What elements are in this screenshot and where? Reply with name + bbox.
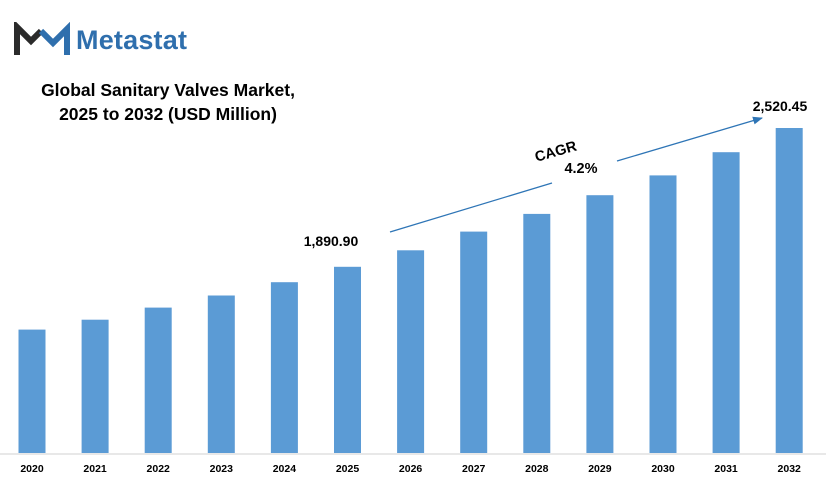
bar-2028 — [523, 213, 551, 453]
start-value-label: 1,890.90 — [304, 233, 359, 249]
end-value-label: 2,520.45 — [753, 98, 808, 114]
chart-title-line-1: Global Sanitary Valves Market, — [41, 80, 295, 100]
bar-2026 — [397, 250, 425, 453]
x-tick-label-2032: 2032 — [778, 463, 802, 475]
x-tick-label-2020: 2020 — [20, 463, 44, 475]
x-tick-label-2028: 2028 — [525, 463, 549, 475]
x-tick-label-2024: 2024 — [273, 463, 297, 475]
x-tick-label-2022: 2022 — [147, 463, 171, 475]
x-axis-tick-labels: 2020 2021 2022 2023 2024 2025 2026 2027 2028 2029… — [20, 463, 801, 475]
x-tick-label-2026: 2026 — [399, 463, 423, 475]
bar-2030 — [649, 175, 677, 453]
chart-title-line-2: 2025 to 2032 (USD Million) — [59, 104, 277, 124]
x-tick-label-2031: 2031 — [714, 463, 738, 475]
x-tick-label-2027: 2027 — [462, 463, 486, 475]
bar-2025 — [334, 266, 361, 453]
cagr-arrow-upper — [616, 116, 763, 162]
bar-series — [18, 128, 803, 453]
bar-2023 — [207, 295, 235, 453]
cagr-value: 4.2% — [564, 161, 597, 177]
bar-2031 — [712, 152, 740, 453]
x-tick-label-2021: 2021 — [83, 463, 107, 475]
bar-2032 — [775, 128, 803, 453]
brand-logo: Metastat — [14, 20, 187, 60]
bar-2020 — [18, 329, 46, 453]
brand-name: Metastat — [76, 24, 188, 55]
metastat-m-logo-icon — [14, 22, 70, 55]
bar-2029 — [586, 195, 614, 453]
chart-title: Global Sanitary Valves Market, 2025 to 2… — [20, 78, 316, 126]
cagr-arrow-lower — [389, 182, 553, 233]
x-tick-label-2029: 2029 — [588, 463, 612, 475]
bar-2024 — [270, 282, 298, 453]
bar-2022 — [144, 307, 172, 453]
bar-2027 — [460, 231, 488, 453]
x-tick-label-2023: 2023 — [210, 463, 234, 475]
bar-2021 — [81, 319, 109, 453]
x-tick-label-2025: 2025 — [336, 463, 360, 475]
x-tick-label-2030: 2030 — [651, 463, 675, 475]
